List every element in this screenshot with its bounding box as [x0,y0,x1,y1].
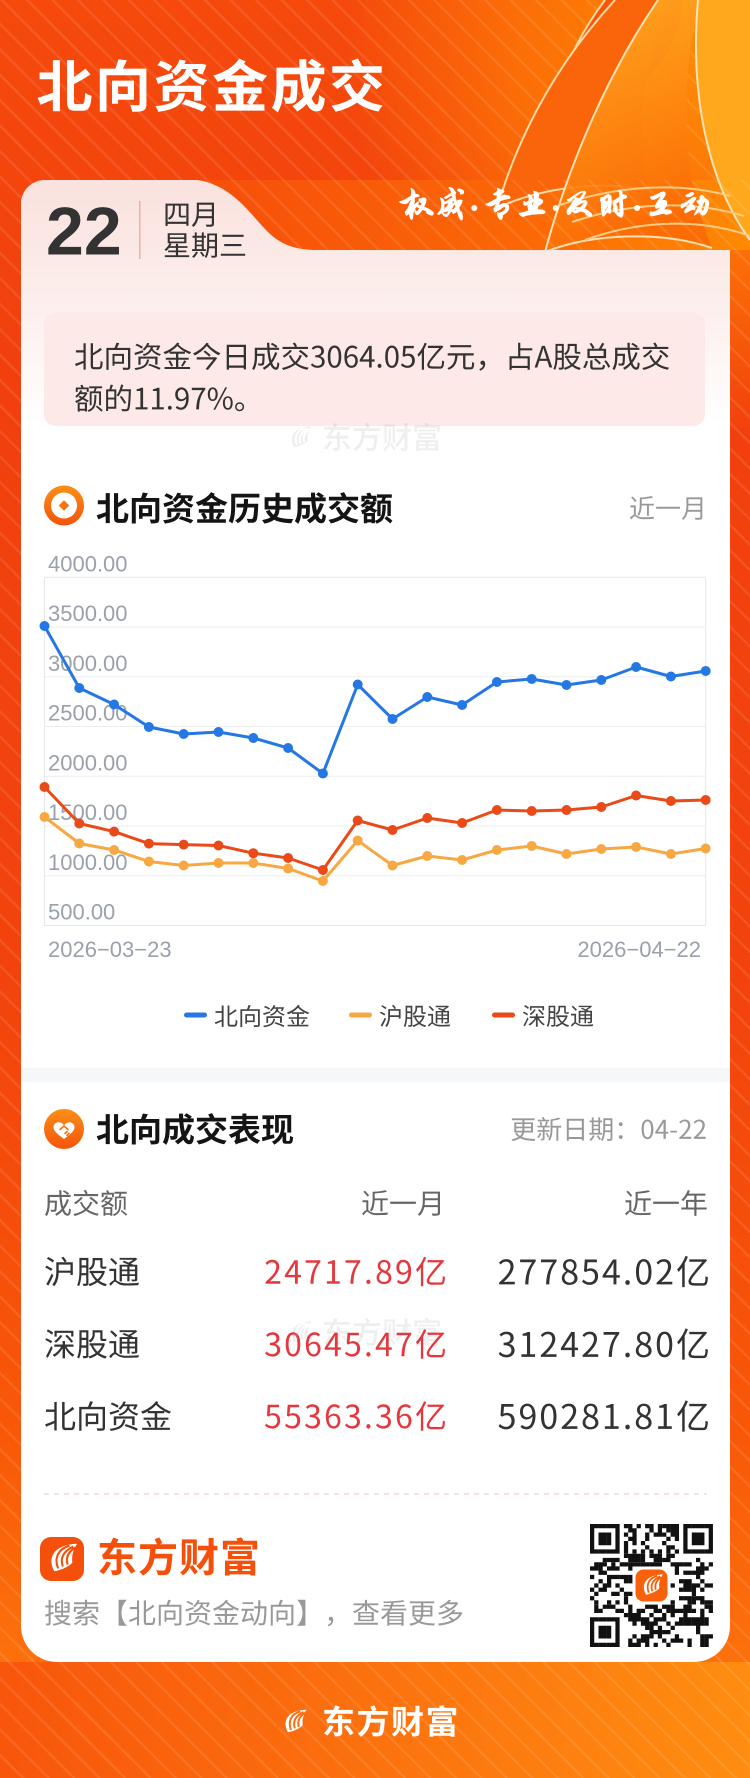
svg-text:2026−04−22: 2026−04−22 [577,937,701,962]
svg-text:500.00: 500.00 [48,900,115,925]
svg-text:3500.00: 3500.00 [48,601,128,626]
svg-text:22: 22 [46,194,122,270]
svg-text:4000.00: 4000.00 [48,552,128,577]
svg-text:2000.00: 2000.00 [48,751,128,776]
svg-text:2026−03−23: 2026−03−23 [48,937,172,962]
